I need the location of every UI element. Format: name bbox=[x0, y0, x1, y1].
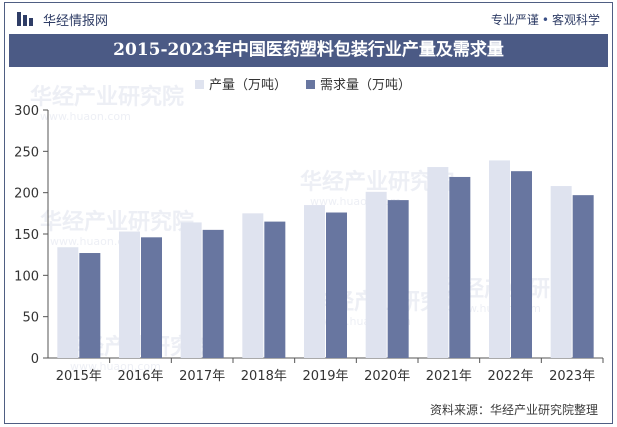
watermark-text: 华经产业研究院 bbox=[30, 84, 184, 110]
legend-swatch-demand bbox=[306, 80, 315, 89]
bar-production bbox=[427, 167, 449, 358]
tagline-left: 专业严谨 bbox=[490, 13, 539, 27]
x-tick-label: 2015年 bbox=[56, 369, 102, 384]
y-tick-label: 150 bbox=[14, 228, 39, 243]
legend-label-demand: 需求量（万吨） bbox=[320, 78, 411, 93]
x-tick-label: 2023年 bbox=[549, 369, 595, 384]
bar-production bbox=[57, 247, 79, 358]
x-tick-label: 2022年 bbox=[487, 369, 533, 384]
tagline-separator: • bbox=[541, 13, 549, 27]
bar-demand bbox=[572, 195, 594, 358]
source-note: 资料来源：华经产业研究院整理 bbox=[429, 403, 598, 417]
bar-demand bbox=[79, 253, 101, 358]
y-tick-label: 200 bbox=[14, 187, 39, 202]
x-tick-label: 2019年 bbox=[302, 369, 348, 384]
watermark-url: www.huaon.com bbox=[40, 110, 131, 123]
x-tick-label: 2018年 bbox=[241, 369, 287, 384]
title-bar: 2015-2023年中国医药塑料包装行业产量及需求量 bbox=[9, 34, 608, 67]
bar-demand bbox=[326, 212, 347, 358]
chart-title: 2015-2023年中国医药塑料包装行业产量及需求量 bbox=[113, 40, 504, 60]
bar-chart: 华经产业研究院www.huaon.com华经产业研究院www.huaon.com… bbox=[14, 78, 604, 384]
brand-name: 华经情报网 bbox=[43, 14, 109, 29]
watermark-url: www.huaon.com bbox=[50, 235, 141, 248]
y-tick-label: 250 bbox=[14, 145, 39, 160]
bar-production bbox=[550, 186, 572, 358]
bar-demand bbox=[511, 171, 532, 358]
legend-swatch-production bbox=[195, 80, 204, 89]
y-tick-label: 100 bbox=[14, 269, 39, 284]
y-tick-label: 300 bbox=[14, 104, 39, 119]
x-tick-label: 2016年 bbox=[117, 369, 163, 384]
bar-demand bbox=[449, 176, 471, 358]
huajing-logo-icon bbox=[17, 12, 33, 26]
x-tick-label: 2017年 bbox=[179, 369, 225, 384]
x-tick-label: 2021年 bbox=[426, 369, 472, 384]
bar-production bbox=[489, 160, 510, 358]
header-bar: 华经情报网 专业严谨 • 客观科学 bbox=[5, 3, 612, 33]
legend-label-production: 产量（万吨） bbox=[209, 78, 287, 93]
watermark-text: 华经产业研究院 bbox=[40, 209, 194, 235]
tagline-right: 客观科学 bbox=[551, 13, 600, 27]
x-tick-label: 2020年 bbox=[364, 369, 410, 384]
bar-demand bbox=[202, 229, 224, 358]
tagline: 专业严谨 • 客观科学 bbox=[491, 11, 600, 28]
y-tick-label: 50 bbox=[22, 311, 39, 326]
bar-demand bbox=[387, 200, 409, 358]
bar-demand bbox=[141, 237, 162, 358]
bar-production bbox=[119, 231, 140, 358]
bar-production bbox=[365, 191, 387, 358]
bar-demand bbox=[264, 221, 286, 358]
y-tick-label: 0 bbox=[31, 352, 39, 367]
bar-production bbox=[242, 213, 264, 358]
bar-production bbox=[180, 222, 202, 358]
watermark-url: www.huaon.com bbox=[70, 360, 161, 373]
bar-production bbox=[304, 205, 325, 358]
